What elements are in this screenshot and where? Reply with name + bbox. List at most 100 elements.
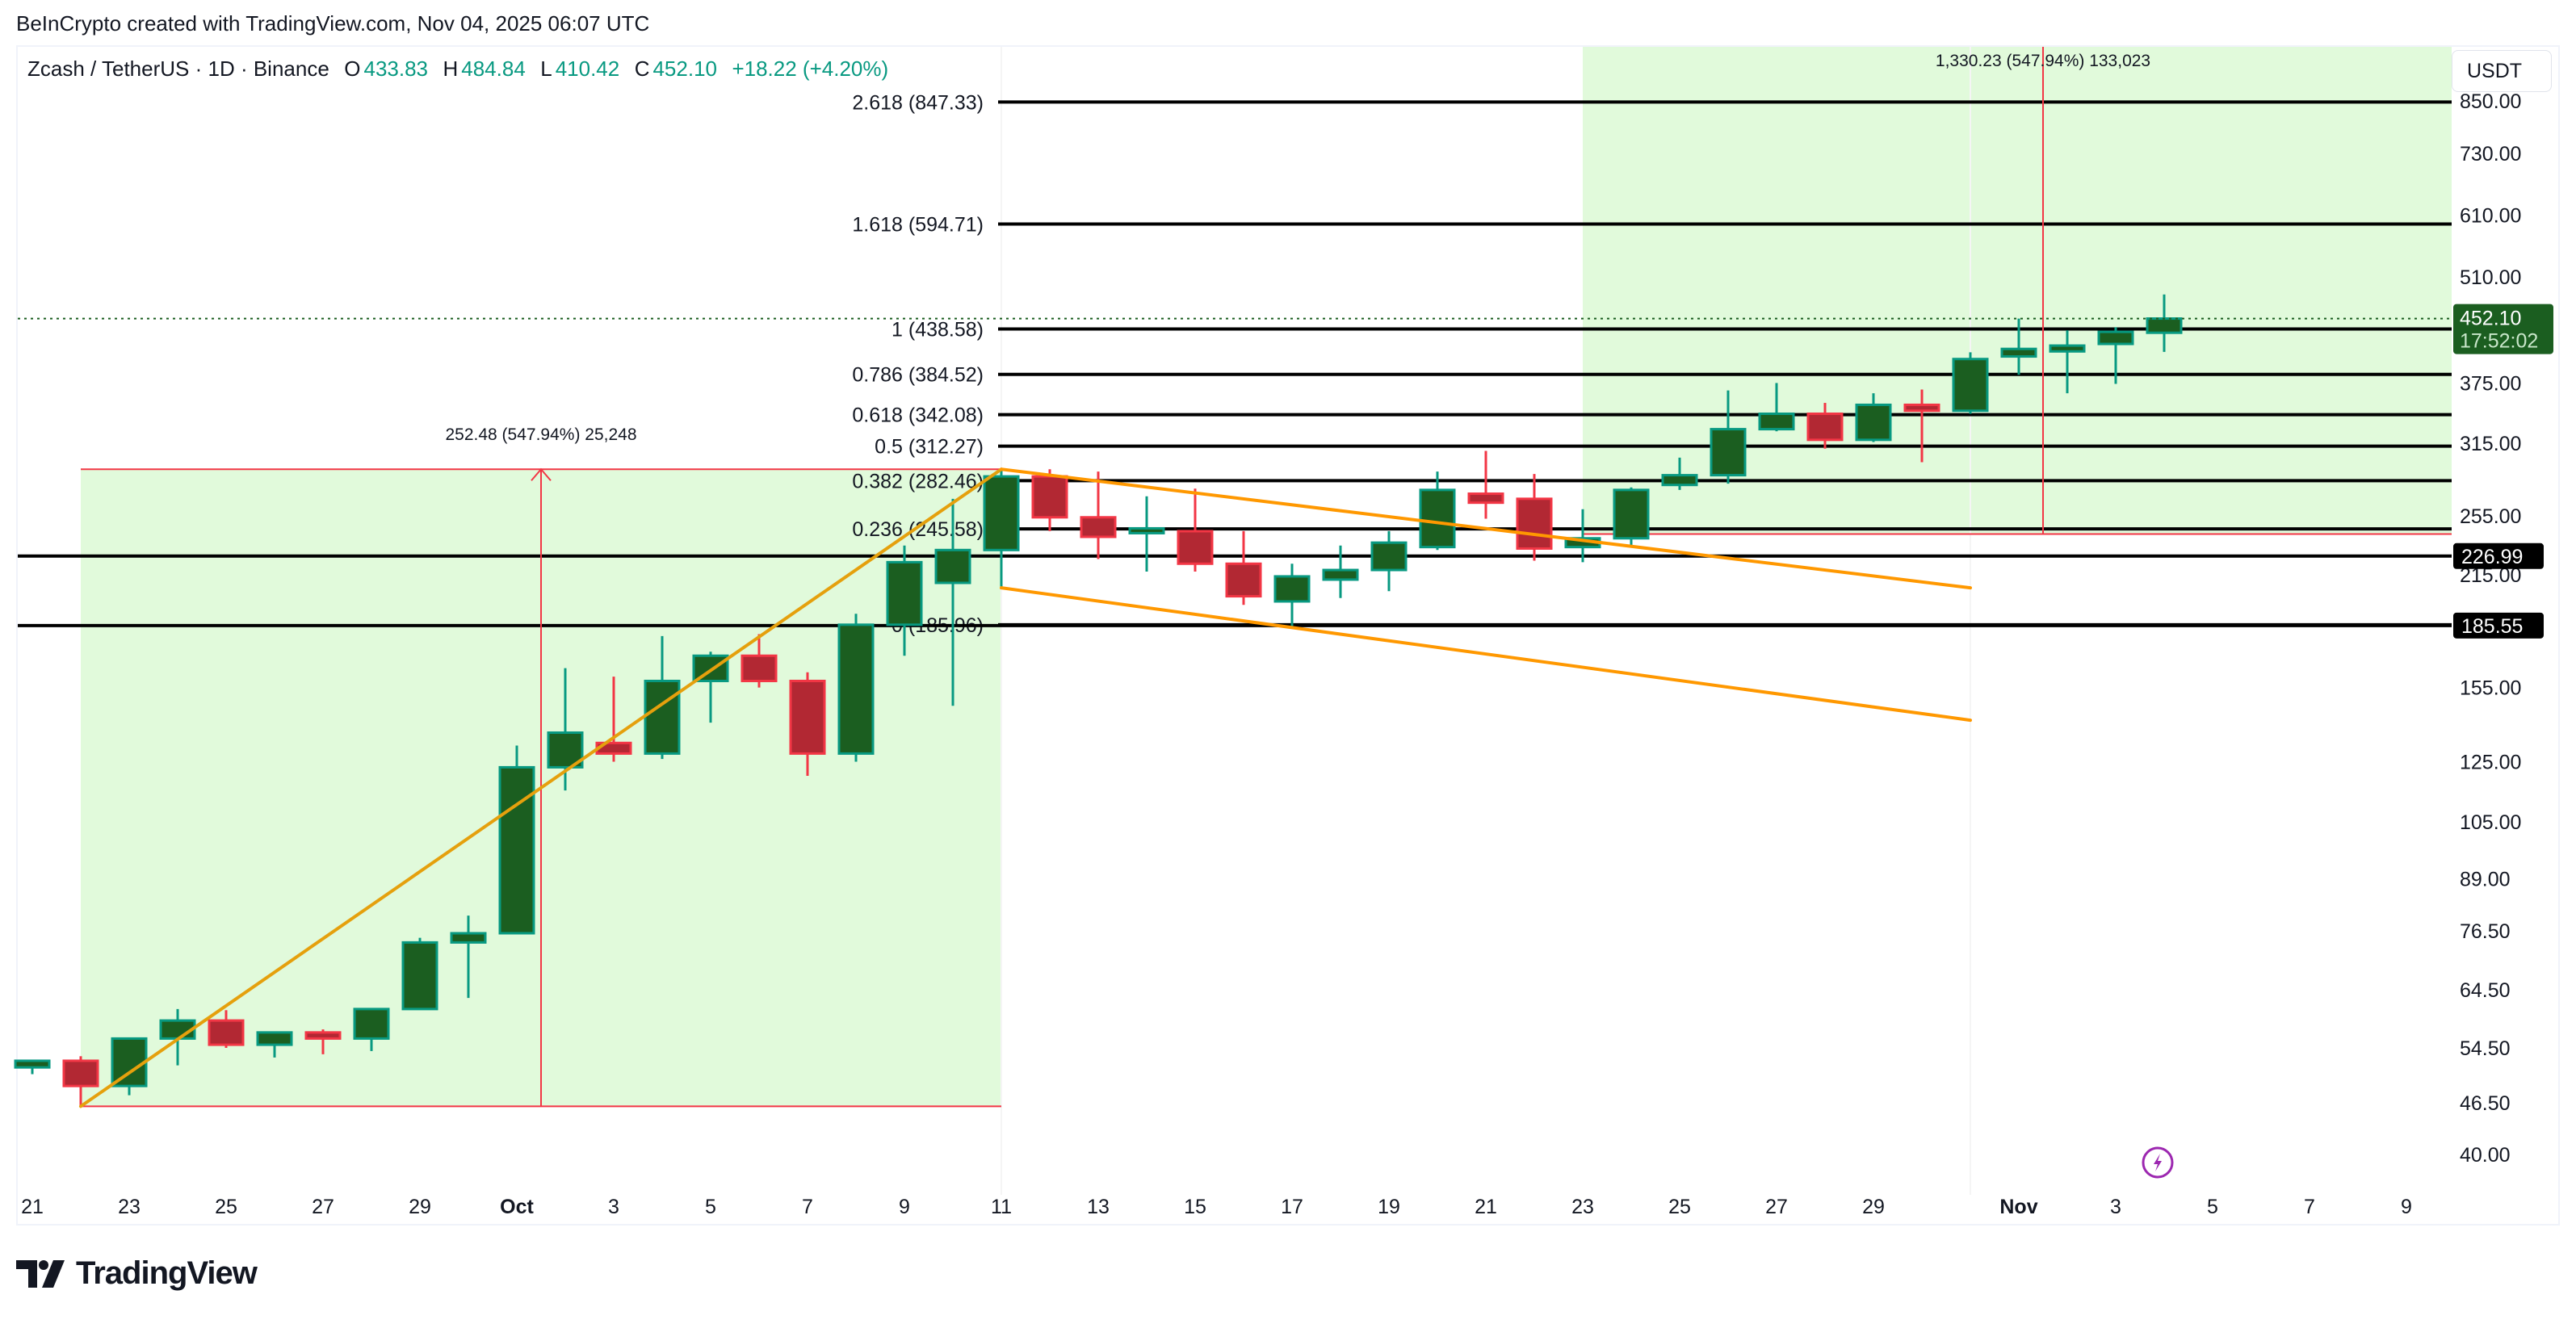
candle: [2097, 327, 2134, 384]
fib-level-label: 0.5 (312.27): [875, 436, 984, 459]
fib-level-label: 0.618 (342.08): [852, 404, 984, 427]
candle-body: [450, 932, 487, 944]
candle-body: [401, 941, 438, 1011]
countdown-label: 17:52:02: [2460, 330, 2538, 353]
measure-tools[interactable]: 252.48 (547.94%) 25,248 1,330.23 (547.94%…: [81, 47, 2452, 1108]
candle-body: [1273, 575, 1311, 603]
time-tick-label: 5: [705, 1196, 716, 1218]
candle: [934, 498, 971, 706]
open-label: O: [344, 57, 361, 81]
candle-body: [498, 765, 535, 935]
candle-body: [1419, 488, 1456, 549]
candle: [789, 672, 826, 776]
price-tick-label: 850.00: [2460, 90, 2521, 113]
level-price-label: 226.99: [2461, 546, 2523, 568]
candle-body: [1952, 358, 1989, 413]
candle: [1613, 487, 1650, 547]
candle-body: [886, 560, 923, 626]
candle-body: [62, 1059, 99, 1087]
candle-body: [1661, 474, 1698, 487]
price-tick-label: 46.50: [2460, 1092, 2511, 1115]
change-value: +18.22 (+4.20%): [732, 57, 889, 81]
candle: [1516, 474, 1553, 561]
level-price-badge: [2453, 543, 2544, 569]
channel-lower-line[interactable]: [1000, 586, 1972, 723]
price-tick-label: 610.00: [2460, 205, 2521, 228]
time-tick-label: 13: [1087, 1196, 1110, 1218]
candle: [1128, 496, 1165, 572]
candle-body: [2146, 317, 2183, 334]
low-label: L: [540, 57, 552, 81]
time-tick-label: 25: [1668, 1196, 1691, 1218]
time-tick-label: 21: [21, 1196, 44, 1218]
candle: [740, 634, 778, 688]
candlestick-series: [14, 294, 2183, 1107]
time-tick-label: 9: [899, 1196, 910, 1218]
price-tick-label: 40.00: [2460, 1144, 2511, 1167]
time-tick-label: 9: [2401, 1196, 2412, 1218]
time-tick-label: 19: [1378, 1196, 1400, 1218]
candle: [1467, 450, 1504, 519]
time-tick-label: 3: [608, 1196, 619, 1218]
price-tick-label: 64.50: [2460, 979, 2511, 1002]
candle-body: [1225, 562, 1262, 598]
candle-body: [1613, 488, 1650, 540]
close-value: 452.10: [652, 57, 717, 81]
time-tick-label: 15: [1184, 1196, 1206, 1218]
price-tick-label: 105.00: [2460, 811, 2521, 834]
candle-body: [983, 475, 1020, 551]
fib-level-label: 2.618 (847.33): [852, 91, 984, 114]
candle: [2146, 294, 2183, 352]
close-label: C: [634, 57, 650, 81]
rally-trend-line[interactable]: [79, 467, 1003, 1108]
price-tick-label: 315.00: [2460, 433, 2521, 455]
symbol-title[interactable]: Zcash / TetherUS · 1D · Binance: [27, 57, 329, 81]
candle-body: [208, 1019, 245, 1046]
chart-frame: [16, 45, 2560, 1226]
candle-body: [837, 623, 875, 755]
candle: [256, 1031, 293, 1058]
candle-body: [1855, 403, 1892, 442]
symbol-legend[interactable]: Zcash / TetherUS · 1D · Binance O 433.83 …: [27, 57, 892, 82]
candle: [1661, 457, 1698, 490]
candle-body: [1031, 475, 1068, 519]
currency-selector[interactable]: USDT: [2452, 50, 2552, 92]
last-price-badge: [2453, 304, 2553, 354]
time-tick-label: 29: [1862, 1196, 1885, 1218]
grid-lines: [1001, 47, 1971, 1195]
lightning-icon[interactable]: [2142, 1146, 2174, 1179]
time-axis[interactable]: 21 23 25 27 29 Oct 3 5 7 9 11 13 15 17 19 21 23 25 27 29 Nov…: [21, 1196, 2412, 1218]
tradingview-logo-icon: [16, 1259, 65, 1288]
price-tick-label: 375.00: [2460, 372, 2521, 395]
horizontal-levels[interactable]: [18, 554, 2452, 627]
tradingview-logo: TradingView: [16, 1255, 258, 1292]
fib-level-label: 0.786 (384.52): [852, 364, 984, 387]
time-tick-label: Oct: [500, 1196, 534, 1218]
measure-arrow-icon: [531, 467, 552, 481]
high-label: H: [443, 57, 459, 81]
price-tick-label: 730.00: [2460, 143, 2521, 166]
currency-label: USDT: [2467, 59, 2523, 82]
candle: [14, 1059, 51, 1075]
candle: [208, 1010, 245, 1048]
candle-body: [934, 548, 971, 584]
candle-body: [740, 654, 778, 682]
candle: [498, 745, 535, 935]
candle-body: [14, 1059, 51, 1069]
channel-upper-line[interactable]: [1000, 467, 1972, 590]
candle: [1710, 390, 1747, 484]
trendlines[interactable]: [79, 467, 1972, 1108]
fib-level-label: 0.236 (245.58): [852, 518, 984, 541]
candle: [1177, 488, 1214, 572]
time-tick-label: 5: [2207, 1196, 2218, 1218]
price-tick-label: 54.50: [2460, 1037, 2511, 1060]
measure-label: 1,330.23 (547.94%) 133,023: [1936, 52, 2150, 70]
candle: [1080, 471, 1117, 559]
candle-body: [644, 679, 681, 755]
candle-body: [256, 1031, 293, 1046]
candle: [983, 469, 1020, 589]
price-axis[interactable]: 850.00 730.00 610.00 510.00 375.00 315.00 255.…: [2452, 47, 2557, 1195]
candle-body: [789, 679, 826, 755]
candle-body: [2000, 347, 2037, 358]
